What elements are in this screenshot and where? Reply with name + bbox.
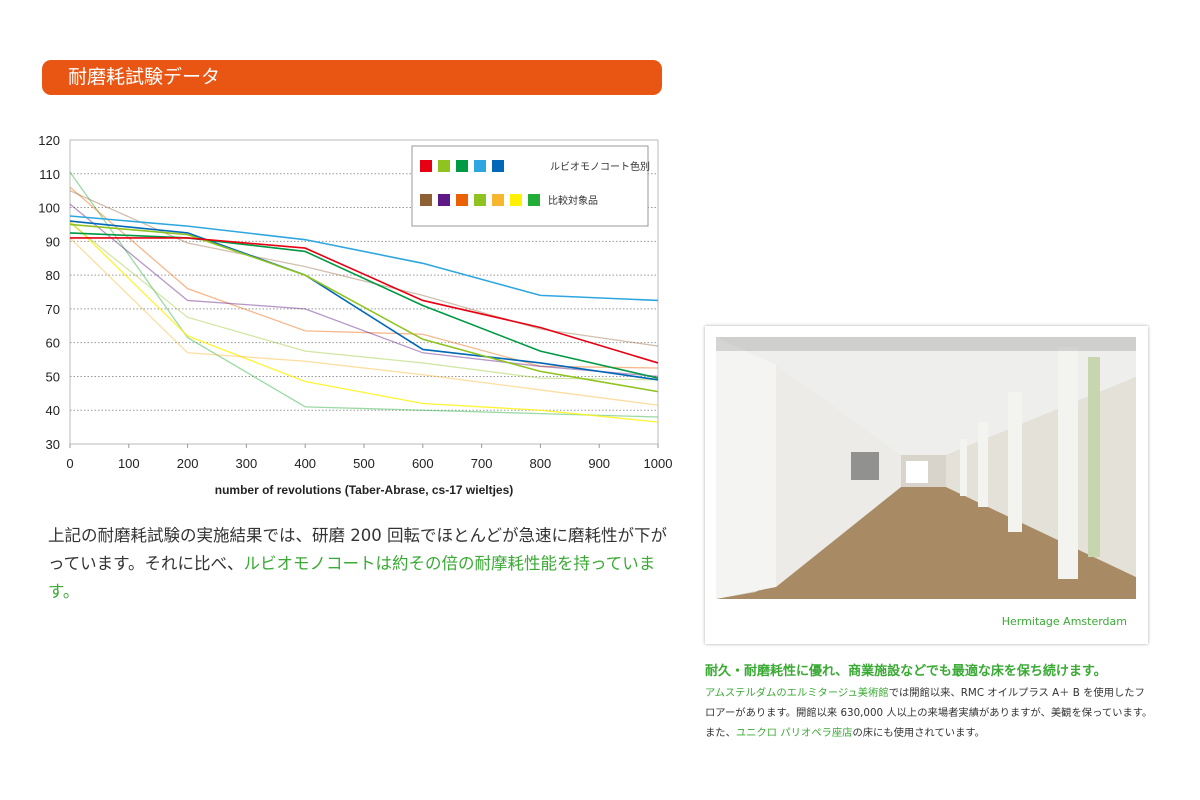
legend-swatch [474,160,486,172]
series-line [69,171,659,418]
feature-body: アムステルダムのエルミタージュ美術館では開館以来、RMC オイルプラス A＋ B… [705,683,1155,743]
y-tick-label: 100 [38,201,60,216]
x-tick-label: 800 [530,456,552,471]
legend-swatch [438,160,450,172]
x-tick-label: 0 [66,456,73,471]
series-line [69,223,659,393]
legend-swatch [456,194,468,206]
photo-card: Hermitage Amsterdam [705,326,1148,644]
y-tick-label: 110 [39,167,60,182]
series-line [69,220,659,423]
result-paragraph: 上記の耐磨耗試験の実施結果では、研磨 200 回転でほとんどが急速に磨耗性が下が… [48,522,668,606]
legend-label: 比較対象品 [548,194,598,207]
y-tick-label: 70 [46,302,60,317]
section-header: 耐磨耗試験データ [42,60,662,95]
legend-swatch [438,194,450,206]
y-tick-label: 60 [46,336,60,351]
x-tick-label: 300 [236,456,258,471]
abrasion-chart: 30 40 50 60 70 80 90 100 110 120 0 100 200 300 400 500 6… [38,133,673,497]
legend-swatch [420,194,432,206]
x-tick-label: 100 [118,456,140,471]
legend-swatch [474,194,486,206]
series-line [69,186,659,369]
feature-text-2: の床にも使用されています。 [852,727,985,739]
series-line [69,190,659,347]
result-text: 上記の耐磨耗試験の実施結果では、研磨 200 回転でほとんどが急速に磨耗性が下が… [48,526,667,573]
x-axis-label: number of revolutions (Taber-Abrase, cs-… [215,483,514,497]
series-line [69,215,659,302]
x-tick-label: 900 [588,456,610,471]
legend-label: ルビオモノコート色別 [550,160,650,173]
x-tick-label: 600 [412,456,434,471]
y-tick-label: 120 [38,133,60,148]
feature-text-1: では開館以来、RMC オイルプラス A＋ B を使用したフロアーがあります。開館… [705,687,1153,739]
series-line [69,203,659,378]
legend-swatch [492,160,504,172]
x-tick-label: 200 [177,456,199,471]
legend-swatch [510,194,522,206]
section-title: 耐磨耗試験データ [68,66,221,88]
hermitage-link-text: アムステルダムのエルミタージュ美術館 [705,687,889,699]
y-tick-label: 40 [46,403,60,418]
legend-swatch [456,160,468,172]
legend-box [411,145,649,227]
museum-corridor-photo [716,337,1136,599]
y-tick-label: 30 [46,437,60,452]
series-line [69,220,659,381]
series-line [69,222,659,381]
x-tick-label: 700 [471,456,493,471]
photo-caption: Hermitage Amsterdam [1001,615,1127,628]
uniqlo-link-text: ユニクロ パリオペラ座店 [735,727,853,739]
legend-swatch [528,194,540,206]
legend-swatch [420,160,432,172]
y-tick-label: 80 [46,268,60,283]
legend-swatch [492,194,504,206]
series-line [70,237,659,364]
series-line [69,237,659,406]
feature-title: 耐久・耐磨耗性に優れ、商業施設などでも最適な床を保ち続けます。 [705,664,1107,679]
x-tick-label: 1000 [644,456,673,471]
result-highlight: ルビオモノコートは約その倍の耐摩耗性能を持っています。 [48,554,656,601]
y-tick-label: 50 [46,369,60,384]
x-tick-label: 500 [353,456,375,471]
series-line [69,232,659,379]
x-tick-label: 400 [294,456,316,471]
y-tick-label: 90 [46,234,60,249]
